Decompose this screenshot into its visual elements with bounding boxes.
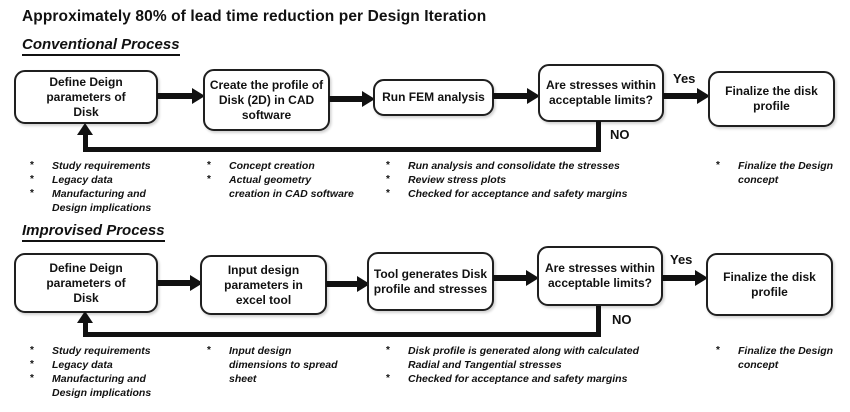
bullet-icon: * — [716, 160, 720, 171]
notes-column: * Run analysis and consolidate the stress… — [386, 159, 671, 201]
bullet-icon: * — [207, 345, 211, 356]
box-finalize: Finalize the disk profile — [708, 71, 835, 127]
notes-column: * Finalize the Design concept — [716, 159, 846, 187]
notes-column: * Input design dimensions to spread sheet — [207, 344, 377, 386]
no-label: NO — [612, 312, 632, 327]
note-item: * Actual geometry creation in CAD softwar… — [207, 174, 354, 200]
no-label: NO — [610, 127, 630, 142]
bullet-icon: * — [207, 174, 211, 185]
note-item: * Finalize the Design concept — [716, 160, 834, 186]
section-heading-conventional: Conventional Process — [22, 36, 180, 56]
flow-arrow-icon — [493, 88, 540, 104]
note-item: * Checked for acceptance and safety margi… — [386, 373, 628, 385]
box-label: Define Deign parameters of Disk — [46, 74, 126, 119]
note-item: * Review stress plots — [386, 174, 507, 186]
box-label: Are stresses within acceptable limits? — [544, 261, 656, 290]
feedback-arrow-up-icon — [77, 123, 93, 152]
bullet-icon: * — [30, 359, 34, 370]
note-item: * Finalize the Design concept — [716, 345, 834, 371]
box-label: Are stresses within acceptable limits? — [545, 78, 657, 107]
notes-column: * Study requirements * Legacy data * Manufa… — [30, 344, 180, 400]
box-input-excel: Input design parameters in excel tool — [200, 255, 327, 315]
box-label: Create the profile of Disk (2D) in CAD s… — [209, 77, 324, 122]
note-item: * Manufacturing and Design implications — [30, 188, 152, 214]
yes-label: Yes — [670, 252, 693, 267]
note-item: * Manufacturing and Design implications — [30, 373, 152, 399]
note-item: * Legacy data — [30, 174, 113, 186]
box-run-fem: Run FEM analysis — [373, 79, 494, 116]
bullet-icon: * — [386, 174, 390, 185]
flow-arrow-icon — [493, 270, 539, 286]
section-heading-improvised: Improvised Process — [22, 222, 165, 242]
bullet-icon: * — [386, 345, 390, 356]
box-define-parameters: Define Deign parameters of Disk — [14, 253, 158, 313]
page-title: Approximately 80% of lead time reduction… — [22, 8, 487, 25]
note-item: * Legacy data — [30, 359, 113, 371]
box-label: Input design parameters in excel tool — [224, 262, 303, 307]
note-item: * Input design dimensions to spread sheet — [207, 345, 338, 385]
notes-column: * Concept creation * Actual geometry creat… — [207, 159, 377, 201]
box-label: Finalize the disk profile — [725, 84, 818, 113]
no-feedback-vline — [596, 121, 601, 152]
notes-column: * Disk profile is generated along with ca… — [386, 344, 671, 386]
feedback-arrow-up-icon — [77, 311, 93, 337]
bullet-icon: * — [30, 373, 34, 384]
bullet-icon: * — [30, 345, 34, 356]
bullet-icon: * — [30, 160, 34, 171]
box-create-cad-profile: Create the profile of Disk (2D) in CAD s… — [203, 69, 330, 131]
flow-arrow-icon — [157, 88, 205, 104]
flow-arrow-icon — [329, 91, 375, 107]
bullet-icon: * — [386, 373, 390, 384]
no-feedback-hline — [83, 332, 601, 337]
box-stress-check: Are stresses within acceptable limits? — [537, 246, 663, 306]
note-item: * Concept creation — [207, 160, 315, 172]
note-item: * Checked for acceptance and safety margi… — [386, 188, 628, 200]
flow-arrow-icon — [663, 88, 710, 104]
box-label: Tool generates Disk profile and stresses — [373, 266, 488, 296]
box-stress-check: Are stresses within acceptable limits? — [538, 64, 664, 122]
box-label: Define Deign parameters of Disk — [46, 260, 126, 305]
box-label: Run FEM analysis — [382, 90, 485, 104]
note-item: * Study requirements — [30, 160, 151, 172]
bullet-icon: * — [207, 160, 211, 171]
flow-arrow-icon — [326, 276, 370, 292]
note-item: * Study requirements — [30, 345, 151, 357]
note-item: * Disk profile is generated along with ca… — [386, 345, 640, 371]
bullet-icon: * — [716, 345, 720, 356]
box-label: Finalize the disk profile — [723, 269, 816, 299]
bullet-icon: * — [386, 188, 390, 199]
yes-label: Yes — [673, 71, 696, 86]
bullet-icon: * — [30, 174, 34, 185]
no-feedback-hline — [83, 147, 601, 152]
box-define-parameters: Define Deign parameters of Disk — [14, 70, 158, 124]
bullet-icon: * — [386, 160, 390, 171]
bullet-icon: * — [30, 188, 34, 199]
box-finalize: Finalize the disk profile — [706, 253, 833, 316]
notes-column: * Finalize the Design concept — [716, 344, 846, 372]
notes-column: * Study requirements * Legacy data * Manufa… — [30, 159, 180, 215]
flow-arrow-icon — [662, 270, 708, 286]
no-feedback-vline — [596, 306, 601, 337]
flow-arrow-icon — [157, 275, 203, 291]
note-item: * Run analysis and consolidate the stress… — [386, 160, 620, 172]
box-tool-generates: Tool generates Disk profile and stresses — [367, 252, 494, 311]
